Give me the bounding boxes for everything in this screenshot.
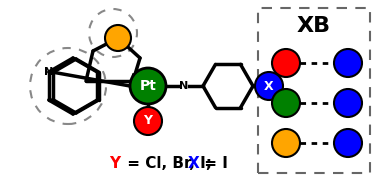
Text: Y: Y xyxy=(144,115,152,127)
Circle shape xyxy=(334,129,362,157)
Text: Pt: Pt xyxy=(139,79,156,93)
Text: X: X xyxy=(264,79,274,92)
Circle shape xyxy=(255,72,283,100)
Text: N: N xyxy=(132,74,141,84)
Text: N: N xyxy=(44,67,53,77)
Text: N: N xyxy=(180,81,189,91)
Circle shape xyxy=(334,89,362,117)
Circle shape xyxy=(134,107,162,135)
Text: X: X xyxy=(188,155,200,171)
Circle shape xyxy=(272,89,300,117)
Circle shape xyxy=(105,25,131,51)
Circle shape xyxy=(334,49,362,77)
Text: Y: Y xyxy=(109,155,120,171)
Text: XB: XB xyxy=(297,16,331,36)
FancyBboxPatch shape xyxy=(258,8,370,173)
Text: = Cl, Br, I;: = Cl, Br, I; xyxy=(122,155,217,171)
Text: = I: = I xyxy=(199,155,228,171)
Circle shape xyxy=(272,49,300,77)
Circle shape xyxy=(272,129,300,157)
Circle shape xyxy=(130,68,166,104)
